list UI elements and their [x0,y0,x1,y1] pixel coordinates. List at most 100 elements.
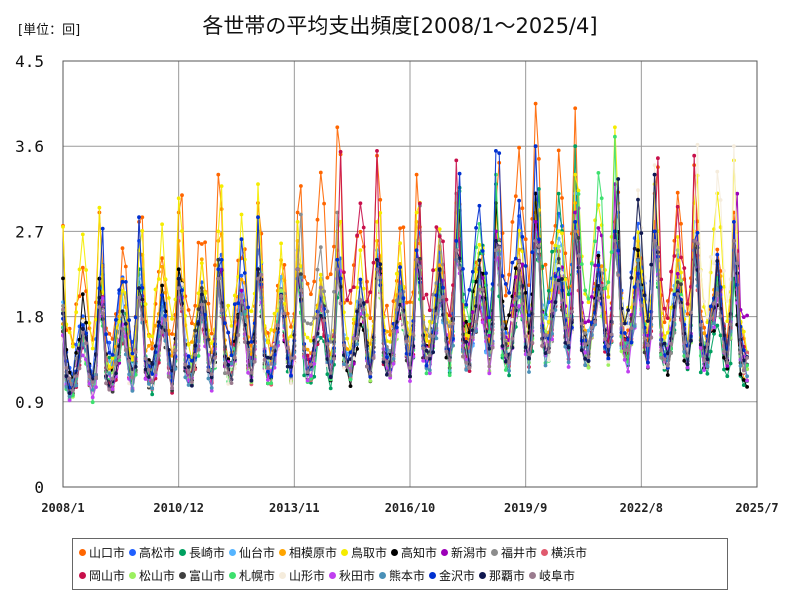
data-point [299,288,303,292]
data-point [576,192,581,196]
data-point [520,235,525,239]
data-point [583,363,588,368]
data-point [732,220,736,224]
data-point [632,246,637,251]
data-point [682,358,687,363]
data-point [391,357,396,361]
data-point [203,291,208,296]
data-point [358,277,363,282]
legend-label: 金沢市 [439,568,476,583]
data-point [394,325,399,330]
data-point [127,358,131,363]
x-tick-label: 2008/1 [41,501,84,515]
data-point [345,365,350,369]
data-point [662,335,667,340]
data-point [120,279,125,284]
x-tick-label: 2016/10 [385,501,436,515]
data-point [523,290,528,295]
data-point [114,318,118,322]
data-point [527,370,531,374]
data-point [474,329,478,333]
y-axis-ticks: 0 0.9 1.8 2.7 3.6 4.5 [15,52,44,497]
data-point [464,302,469,307]
data-point [133,350,138,354]
data-point [411,332,416,337]
data-point [338,149,343,154]
data-point [232,293,237,298]
series-layer [61,101,749,405]
data-point [722,349,726,354]
data-point [173,348,178,353]
data-point [589,325,594,330]
data-point [685,312,690,316]
data-point [114,371,118,376]
data-point [269,361,274,366]
data-point [533,144,538,149]
data-point [226,363,231,367]
data-point [232,302,237,307]
data-point [223,321,227,325]
data-point [616,273,621,277]
data-point [533,239,538,243]
data-point [355,233,359,238]
legend-item: 鳥取市 [341,542,387,562]
data-point [494,248,498,253]
data-point [484,335,488,340]
data-point [735,191,740,196]
data-point [216,267,221,272]
data-point [679,282,683,287]
data-point [606,359,611,364]
data-point [61,276,65,281]
data-point [464,319,469,324]
data-point [662,320,667,325]
data-point [652,163,657,168]
legend-marker [429,571,436,579]
data-point [292,356,297,360]
data-point [279,241,283,246]
data-point [566,345,571,350]
data-point [649,262,654,267]
data-point [553,274,558,279]
data-point [523,345,528,349]
data-point [510,260,515,265]
data-point [375,149,379,153]
data-point [523,264,528,268]
data-point [275,323,280,328]
data-point [249,370,254,375]
data-point [206,301,211,306]
data-point [675,280,680,285]
data-point [272,311,277,316]
data-point [342,343,346,348]
data-point [209,375,214,380]
data-point [656,156,660,161]
y-tick-label: 3.6 [15,137,44,156]
data-point [596,171,601,175]
data-point [447,313,452,318]
data-point [80,319,85,323]
data-point [708,349,713,354]
data-point [166,348,171,352]
data-point [705,357,710,361]
data-point [669,269,673,274]
data-point [299,212,303,217]
data-point [266,331,270,335]
data-point [398,226,402,231]
data-point [566,292,571,297]
data-point [107,350,112,355]
legend-marker [79,571,86,579]
data-point [632,324,637,329]
data-point [80,323,85,327]
data-point [246,305,251,310]
data-point [583,320,588,325]
data-point [84,320,88,325]
data-point [437,227,442,232]
data-point [613,239,617,243]
data-point [642,293,647,298]
data-point [702,299,706,304]
data-point [305,353,310,358]
data-point [137,286,141,291]
data-point [573,220,578,224]
data-point [715,287,720,292]
data-point [679,221,683,226]
